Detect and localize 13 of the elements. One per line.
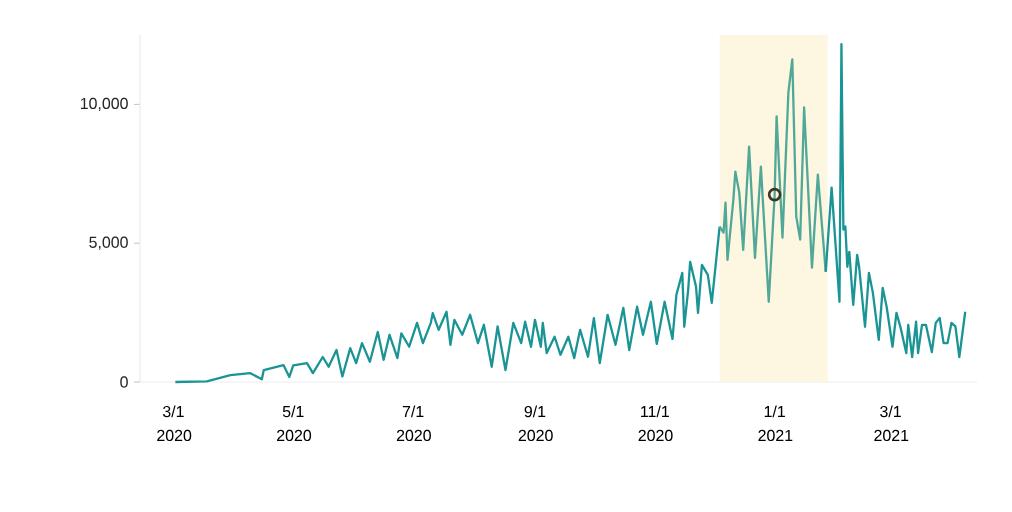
x-tick-label: 11/1 2020 <box>638 405 673 442</box>
x-tick-label: 7/1 2020 <box>396 405 431 442</box>
x-tick-label: 1/1 2021 <box>758 405 793 442</box>
y-tick-label: 0 <box>120 376 128 388</box>
line-series <box>824 42 967 359</box>
x-tick-label: 5/1 2020 <box>277 405 312 442</box>
x-tick-label: 3/1 2020 <box>157 405 192 442</box>
y-tick-label: 10,000 <box>80 97 128 111</box>
line-series <box>174 225 721 384</box>
y-tick-label: 5,000 <box>89 236 128 250</box>
x-tick-label: 9/1 2020 <box>518 405 553 442</box>
x-tick-label: 3/1 2021 <box>874 405 909 442</box>
line-series <box>718 58 827 303</box>
